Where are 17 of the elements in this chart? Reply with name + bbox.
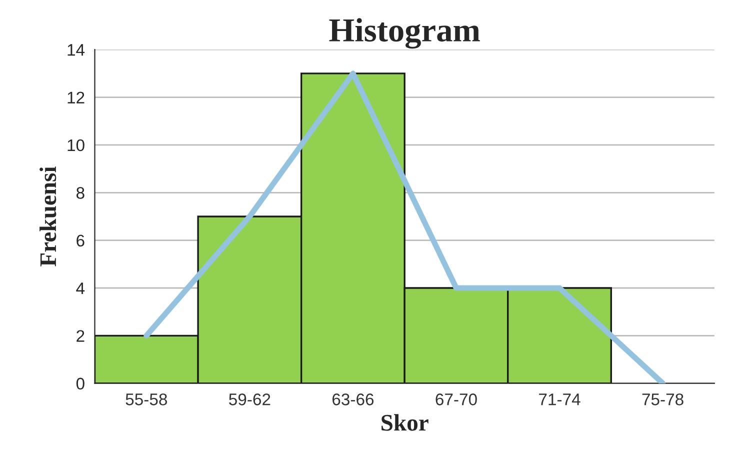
y-tick-label: 4	[76, 282, 85, 294]
y-tick-label: 2	[76, 330, 84, 342]
y-tick-label: 12	[68, 92, 84, 104]
y-tick-label: 10	[68, 139, 84, 152]
x-tick-label: 55-58	[126, 394, 167, 406]
x-tick-label: 63-66	[332, 394, 374, 406]
y-axis-title: Frekuensi	[40, 166, 56, 266]
x-tick-label: 67-70	[436, 394, 477, 406]
x-tick-label: 59-62	[229, 394, 270, 406]
y-tick-label: 6	[76, 234, 84, 247]
chart-title: Histogram	[329, 18, 480, 49]
y-tick-label: 0	[76, 378, 84, 390]
x-tick-label: 75-78	[642, 394, 684, 406]
y-tick-label: 14	[68, 44, 85, 56]
x-axis-title: Skor	[382, 414, 428, 431]
x-tick-label: 71-74	[539, 394, 580, 406]
y-tick-label: 8	[76, 187, 84, 199]
